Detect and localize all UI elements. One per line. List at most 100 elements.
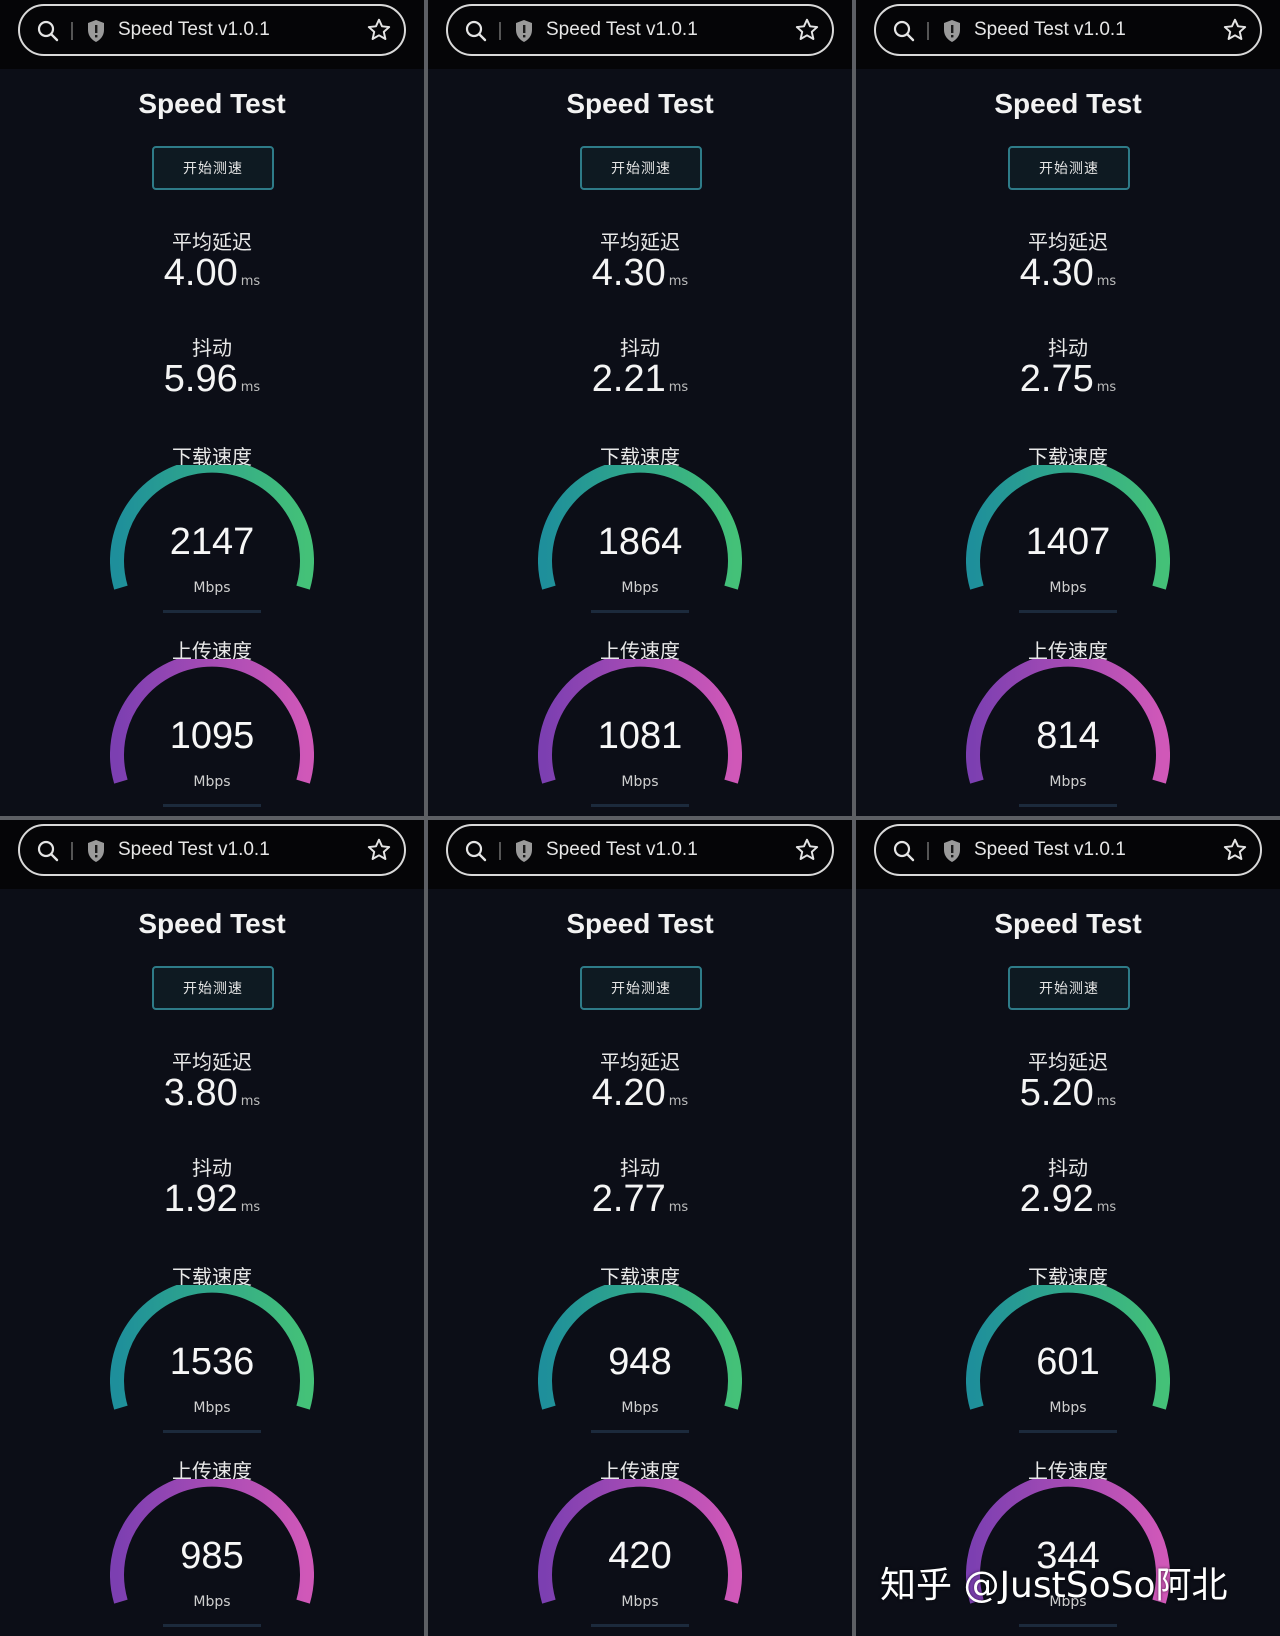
download-gauge-arc — [966, 458, 1170, 590]
start-test-button[interactable]: 开始测速 — [1008, 966, 1130, 1010]
download-underline — [591, 1430, 689, 1433]
download-gauge: 601 Mbps — [966, 1278, 1170, 1425]
address-bar[interactable]: Speed Test v1.0.1 — [446, 4, 834, 56]
upload-gauge: 985 Mbps — [110, 1472, 314, 1619]
search-icon[interactable] — [892, 19, 916, 43]
search-icon[interactable] — [36, 839, 60, 863]
jitter-unit: ms — [668, 380, 689, 395]
address-bar[interactable]: Speed Test v1.0.1 — [18, 4, 406, 56]
latency-unit: ms — [1096, 1094, 1117, 1109]
jitter-number: 2.92 — [1019, 1178, 1094, 1220]
upload-gauge: 1095 Mbps — [110, 652, 314, 799]
address-bar-separator — [499, 842, 501, 860]
upload-gauge-arc — [538, 1472, 742, 1604]
latency-number: 4.30 — [591, 252, 666, 294]
download-underline — [591, 610, 689, 613]
app-title: Speed Test — [138, 908, 286, 939]
latency-number: 5.20 — [1019, 1072, 1094, 1114]
upload-gauge-arc — [110, 1472, 314, 1604]
jitter-unit: ms — [1096, 1200, 1117, 1215]
shield-icon[interactable] — [942, 19, 962, 43]
download-underline — [163, 610, 261, 613]
latency-unit: ms — [668, 274, 689, 289]
address-bar-text[interactable]: Speed Test v1.0.1 — [546, 839, 698, 860]
upload-gauge-arc — [966, 1472, 1170, 1604]
upload-underline — [1019, 1624, 1117, 1627]
shield-icon[interactable] — [514, 19, 534, 43]
address-bar[interactable]: Speed Test v1.0.1 — [874, 824, 1262, 876]
search-icon[interactable] — [464, 839, 488, 863]
jitter-label: 抖动 — [192, 336, 232, 360]
speedtest-panel: Speed Test v1.0.1 Speed Test 开始测速 平均延迟 4… — [0, 0, 424, 816]
start-test-button[interactable]: 开始测速 — [580, 966, 702, 1010]
jitter-label: 抖动 — [192, 1156, 232, 1180]
star-icon[interactable] — [794, 17, 820, 43]
browser-toolbar: Speed Test v1.0.1 — [0, 0, 424, 69]
start-test-button[interactable]: 开始测速 — [1008, 146, 1130, 190]
jitter-number: 1.92 — [163, 1178, 238, 1220]
upload-gauge-arc — [966, 652, 1170, 784]
shield-icon[interactable] — [86, 839, 106, 863]
star-icon[interactable] — [366, 837, 392, 863]
upload-gauge: 814 Mbps — [966, 652, 1170, 799]
address-bar-text[interactable]: Speed Test v1.0.1 — [118, 19, 270, 40]
latency-label: 平均延迟 — [1028, 230, 1108, 254]
download-unit: Mbps — [193, 1400, 231, 1416]
address-bar-text[interactable]: Speed Test v1.0.1 — [546, 19, 698, 40]
shield-icon[interactable] — [86, 19, 106, 43]
upload-value: 814 — [1036, 715, 1100, 757]
start-test-button[interactable]: 开始测速 — [152, 966, 274, 1010]
download-gauge: 948 Mbps — [538, 1278, 742, 1425]
upload-unit: Mbps — [1049, 1594, 1087, 1610]
upload-underline — [591, 804, 689, 807]
search-icon[interactable] — [892, 839, 916, 863]
download-value: 948 — [608, 1341, 672, 1383]
address-bar[interactable]: Speed Test v1.0.1 — [18, 824, 406, 876]
upload-unit: Mbps — [193, 1594, 231, 1610]
download-value: 1536 — [169, 1341, 255, 1383]
star-icon[interactable] — [794, 837, 820, 863]
latency-value: 5.20 ms — [856, 1072, 1280, 1115]
download-gauge: 1407 Mbps — [966, 458, 1170, 605]
download-gauge: 2147 Mbps — [110, 458, 314, 605]
jitter-number: 2.21 — [591, 358, 666, 400]
shield-icon[interactable] — [514, 839, 534, 863]
star-icon[interactable] — [1222, 837, 1248, 863]
upload-unit: Mbps — [193, 774, 231, 790]
upload-unit: Mbps — [621, 1594, 659, 1610]
jitter-label: 抖动 — [620, 1156, 660, 1180]
latency-number: 4.20 — [591, 1072, 666, 1114]
latency-label: 平均延迟 — [172, 1050, 252, 1074]
jitter-value: 2.21 ms — [428, 358, 852, 401]
jitter-unit: ms — [1096, 380, 1117, 395]
shield-icon[interactable] — [942, 839, 962, 863]
speedtest-panel: Speed Test v1.0.1 Speed Test 开始测速 平均延迟 3… — [0, 820, 424, 1636]
address-bar-text[interactable]: Speed Test v1.0.1 — [974, 19, 1126, 40]
download-gauge: 1864 Mbps — [538, 458, 742, 605]
upload-value: 985 — [180, 1535, 244, 1577]
upload-underline — [163, 1624, 261, 1627]
address-bar[interactable]: Speed Test v1.0.1 — [874, 4, 1262, 56]
download-unit: Mbps — [1049, 580, 1087, 596]
address-bar[interactable]: Speed Test v1.0.1 — [446, 824, 834, 876]
address-bar-text[interactable]: Speed Test v1.0.1 — [974, 839, 1126, 860]
latency-unit: ms — [240, 1094, 261, 1109]
search-icon[interactable] — [464, 19, 488, 43]
address-bar-text[interactable]: Speed Test v1.0.1 — [118, 839, 270, 860]
jitter-value: 2.92 ms — [856, 1178, 1280, 1221]
star-icon[interactable] — [366, 17, 392, 43]
browser-toolbar: Speed Test v1.0.1 — [856, 0, 1280, 69]
latency-number: 3.80 — [163, 1072, 238, 1114]
upload-value: 344 — [1036, 1535, 1100, 1577]
star-icon[interactable] — [1222, 17, 1248, 43]
upload-unit: Mbps — [1049, 774, 1087, 790]
jitter-value: 5.96 ms — [0, 358, 424, 401]
download-value: 2147 — [169, 521, 255, 563]
search-icon[interactable] — [36, 19, 60, 43]
download-gauge-arc — [110, 458, 314, 590]
latency-number: 4.30 — [1019, 252, 1094, 294]
start-test-button[interactable]: 开始测速 — [580, 146, 702, 190]
start-test-button[interactable]: 开始测速 — [152, 146, 274, 190]
browser-toolbar: Speed Test v1.0.1 — [856, 820, 1280, 889]
